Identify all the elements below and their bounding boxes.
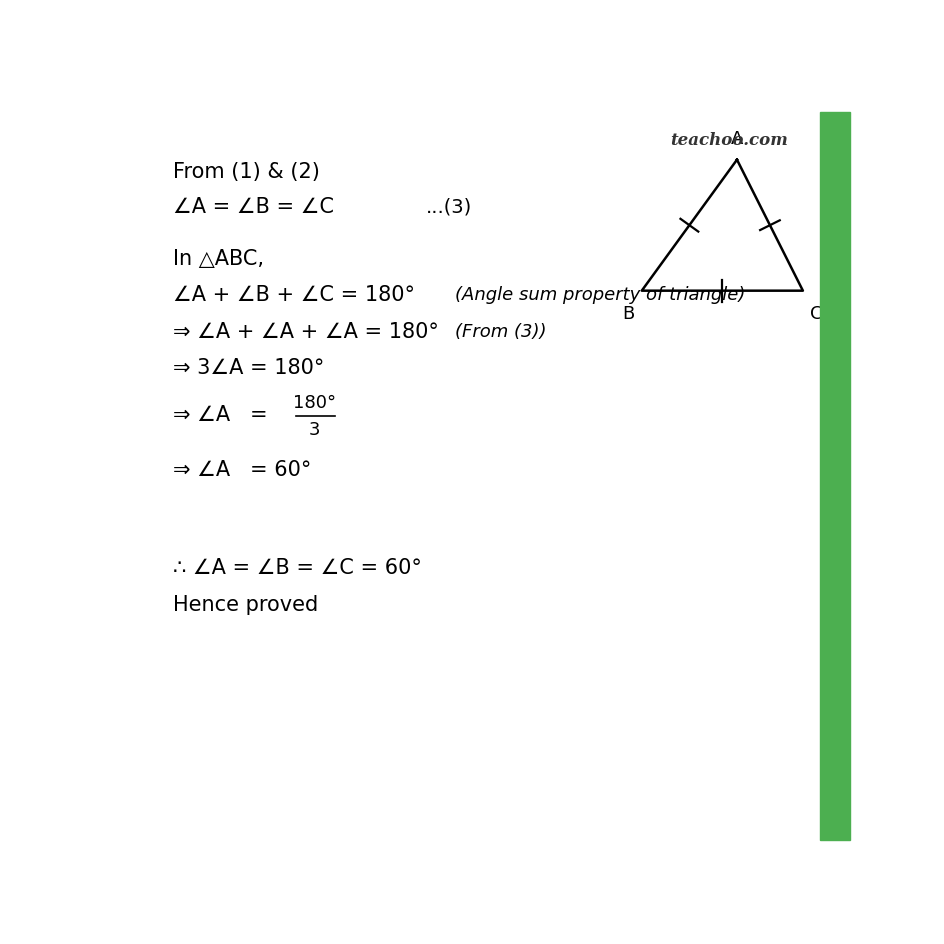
Text: ⇒ 3∠A = 180°: ⇒ 3∠A = 180° bbox=[173, 358, 324, 378]
Text: ⇒ ∠A   = 60°: ⇒ ∠A = 60° bbox=[173, 460, 312, 480]
Text: (From (3)): (From (3)) bbox=[455, 322, 546, 341]
Text: ⇒ ∠A + ∠A + ∠A = 180°: ⇒ ∠A + ∠A + ∠A = 180° bbox=[173, 321, 438, 342]
Text: In △ABC,: In △ABC, bbox=[173, 248, 263, 269]
Text: ...(3): ...(3) bbox=[425, 197, 471, 216]
Text: teachoo.com: teachoo.com bbox=[669, 131, 787, 148]
Text: ⇒ ∠A   =: ⇒ ∠A = bbox=[173, 405, 267, 425]
Text: Hence proved: Hence proved bbox=[173, 594, 318, 614]
Text: From (1) & (2): From (1) & (2) bbox=[173, 161, 320, 181]
Bar bbox=[818, 113, 850, 840]
Text: 3: 3 bbox=[309, 420, 320, 438]
Text: A: A bbox=[730, 129, 742, 147]
Text: B: B bbox=[622, 305, 634, 323]
Text: ∠A = ∠B = ∠C: ∠A = ∠B = ∠C bbox=[173, 196, 333, 216]
Text: 180°: 180° bbox=[293, 394, 336, 412]
Text: C: C bbox=[809, 305, 821, 323]
Text: (Angle sum property of triangle): (Angle sum property of triangle) bbox=[455, 286, 745, 304]
Text: ∴ ∠A = ∠B = ∠C = 60°: ∴ ∠A = ∠B = ∠C = 60° bbox=[173, 558, 421, 578]
Text: ∠A + ∠B + ∠C = 180°: ∠A + ∠B + ∠C = 180° bbox=[173, 285, 414, 305]
